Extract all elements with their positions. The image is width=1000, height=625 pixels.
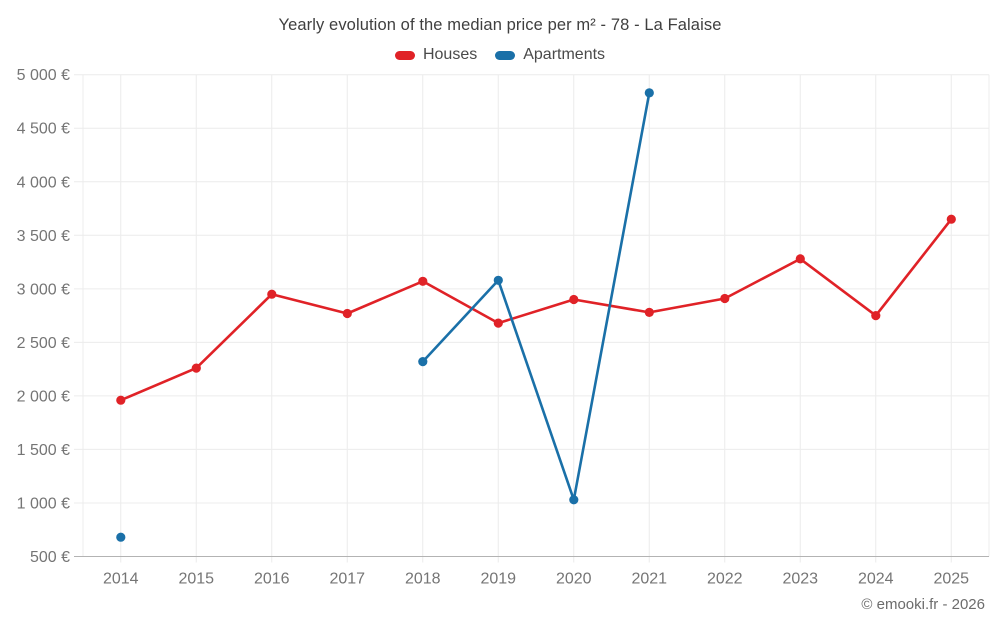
data-point-houses-2019[interactable]: [493, 318, 503, 328]
series-line-houses: [119, 217, 953, 402]
x-axis-label: 2024: [858, 571, 894, 588]
data-point-apartments-2018[interactable]: [418, 357, 428, 367]
series-layer: [116, 88, 956, 542]
x-axis-label: 2025: [933, 571, 969, 588]
x-axis-label: 2015: [178, 571, 214, 588]
data-point-apartments-2019[interactable]: [493, 275, 503, 285]
y-axis-label: 500 €: [30, 549, 70, 566]
y-axis-label: 4 500 €: [17, 121, 70, 138]
data-point-apartments-2021[interactable]: [644, 88, 654, 98]
legend-label: Apartments: [523, 46, 606, 63]
x-axis-label: 2017: [329, 571, 365, 588]
x-axis-label: 2023: [782, 571, 818, 588]
y-axis-label: 1 500 €: [17, 442, 70, 459]
data-point-houses-2021[interactable]: [644, 307, 654, 317]
data-point-houses-2023[interactable]: [795, 254, 805, 264]
copyright-text: © emooki.fr - 2026: [861, 596, 985, 613]
y-axis-label: 3 000 €: [17, 281, 70, 298]
data-point-houses-2018[interactable]: [418, 276, 428, 286]
series-line-apartments: [421, 91, 651, 502]
data-point-houses-2022[interactable]: [720, 293, 730, 304]
x-axis-label: 2018: [405, 571, 441, 588]
y-axis-label: 4 000 €: [17, 174, 70, 191]
data-point-houses-2014[interactable]: [116, 395, 126, 405]
x-axis-label: 2016: [254, 571, 290, 588]
x-axis-label: 2021: [631, 571, 667, 588]
data-point-houses-2020[interactable]: [569, 294, 579, 305]
data-point-houses-2024[interactable]: [871, 311, 881, 321]
legend-item-apartments[interactable]: Apartments: [495, 46, 605, 64]
legend-swatch-apartments: [495, 50, 516, 60]
x-axis-label: 2019: [480, 571, 516, 588]
x-axis-label: 2020: [556, 571, 592, 588]
x-axis-label: 2014: [103, 571, 139, 588]
y-axis-label: 2 500 €: [17, 335, 70, 352]
x-axis-label: 2022: [707, 571, 743, 588]
axis-labels-layer: 2014 2015 2016 2017 2018 2019 2020 2021 2022 2023…: [17, 67, 970, 587]
y-axis-label: 3 500 €: [17, 228, 70, 245]
grid-layer: [74, 74, 990, 563]
legend-item-houses[interactable]: Houses: [394, 46, 478, 64]
data-point-apartments-2014[interactable]: [116, 532, 126, 542]
y-axis-label: 5 000 €: [17, 67, 70, 84]
chart-title: Yearly evolution of the median price per…: [278, 16, 722, 34]
data-point-apartments-2020[interactable]: [569, 495, 579, 505]
legend-swatch-houses: [394, 50, 415, 60]
data-point-houses-2015[interactable]: [191, 363, 201, 373]
legend-label: Houses: [422, 46, 478, 63]
data-point-houses-2016[interactable]: [267, 289, 277, 299]
y-axis-label: 1 000 €: [17, 495, 70, 512]
y-axis-label: 2 000 €: [17, 388, 70, 405]
data-point-houses-2017[interactable]: [342, 308, 352, 319]
chart-legend: Houses Apartments: [0, 46, 1000, 64]
data-point-houses-2025[interactable]: [946, 214, 956, 224]
